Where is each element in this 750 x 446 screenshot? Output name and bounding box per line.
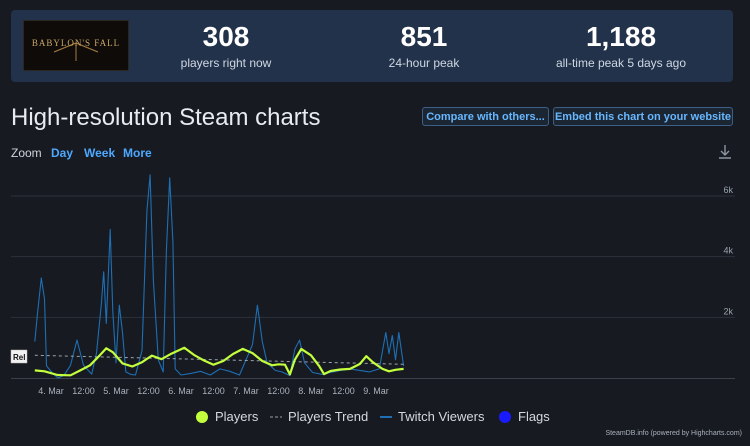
legend-label: Players Trend bbox=[288, 409, 369, 424]
legend-players[interactable]: Players bbox=[195, 409, 258, 424]
stats-banner: BABYLON'S FALL 308 players right now 851… bbox=[11, 10, 733, 82]
x-tick-label: 12:00 bbox=[72, 386, 95, 396]
compare-button[interactable]: Compare with others... bbox=[422, 107, 549, 126]
stat-value: 1,188 bbox=[585, 21, 657, 52]
flag-marker bbox=[10, 349, 28, 364]
stat-value: 851 bbox=[400, 21, 448, 52]
player-chart[interactable]: 2k 4k 6k 4. Mar 12:00 5. Mar 12:00 6. Mar 12:00… bbox=[0, 160, 750, 400]
twitch-legend-icon bbox=[380, 415, 392, 418]
x-tick-label: 12:00 bbox=[332, 386, 355, 396]
players-line bbox=[34, 346, 404, 377]
stat-label: all-time peak 5 days ago bbox=[555, 56, 687, 70]
legend-label: Flags bbox=[518, 409, 550, 424]
chart-series bbox=[34, 174, 405, 379]
players-legend-icon bbox=[196, 410, 208, 423]
x-tick-label: 8. Mar bbox=[298, 386, 324, 396]
legend-label: Players bbox=[215, 409, 259, 424]
embed-chart-button[interactable]: Embed this chart on your website bbox=[553, 107, 733, 126]
zoom-more-button[interactable]: More bbox=[123, 146, 152, 160]
page-title: High-resolution Steam charts bbox=[11, 104, 321, 131]
stat-label: players right now bbox=[180, 56, 272, 70]
twitch-viewers-line bbox=[34, 174, 405, 379]
x-axis-labels: 4. Mar 12:00 5. Mar 12:00 6. Mar 12:00 7. Mar 1… bbox=[38, 386, 389, 396]
x-tick-label: 12:00 bbox=[202, 386, 225, 396]
players-trend-line bbox=[34, 354, 404, 365]
x-tick-label: 12:00 bbox=[137, 386, 160, 396]
x-tick-label: 7. Mar bbox=[233, 386, 259, 396]
download-icon[interactable] bbox=[716, 143, 734, 161]
y-tick-label: 4k bbox=[723, 246, 733, 256]
flags-legend-icon bbox=[499, 410, 511, 423]
stat-current-players: 308 players right now bbox=[161, 21, 291, 71]
x-tick-label: 5. Mar bbox=[103, 386, 129, 396]
legend-flags[interactable]: Flags bbox=[498, 409, 550, 424]
trend-legend-icon bbox=[270, 416, 282, 417]
zoom-label: Zoom bbox=[11, 146, 42, 160]
y-tick-label: 2k bbox=[723, 306, 733, 316]
game-logo[interactable]: BABYLON'S FALL bbox=[23, 20, 129, 71]
flag-label: Rel bbox=[13, 353, 25, 362]
x-tick-label: 4. Mar bbox=[38, 386, 64, 396]
stat-all-time-peak: 1,188 all-time peak 5 days ago bbox=[541, 21, 701, 71]
chart-credits[interactable]: SteamDB.info (powered by Highcharts.com) bbox=[605, 430, 742, 437]
y-tick-label: 6k bbox=[723, 185, 733, 195]
stat-label: 24-hour peak bbox=[388, 56, 460, 70]
zoom-week-button[interactable]: Week bbox=[84, 146, 116, 160]
stat-value: 308 bbox=[202, 21, 250, 52]
legend-twitch-viewers[interactable]: Twitch Viewers bbox=[380, 409, 484, 424]
x-tick-label: 6. Mar bbox=[168, 386, 194, 396]
logo-text: BABYLON'S FALL bbox=[31, 38, 121, 48]
x-tick-label: 12:00 bbox=[267, 386, 290, 396]
chart-grid bbox=[11, 195, 735, 379]
logo-emblem-icon bbox=[53, 42, 99, 61]
release-flag[interactable]: Rel bbox=[10, 349, 28, 364]
stat-24h-peak: 851 24-hour peak bbox=[359, 21, 489, 71]
legend-label: Twitch Viewers bbox=[398, 409, 485, 424]
x-tick-label: 9. Mar bbox=[363, 386, 389, 396]
legend-players-trend[interactable]: Players Trend bbox=[270, 409, 368, 424]
y-axis-labels: 2k 4k 6k bbox=[723, 185, 733, 316]
zoom-day-button[interactable]: Day bbox=[51, 146, 74, 160]
